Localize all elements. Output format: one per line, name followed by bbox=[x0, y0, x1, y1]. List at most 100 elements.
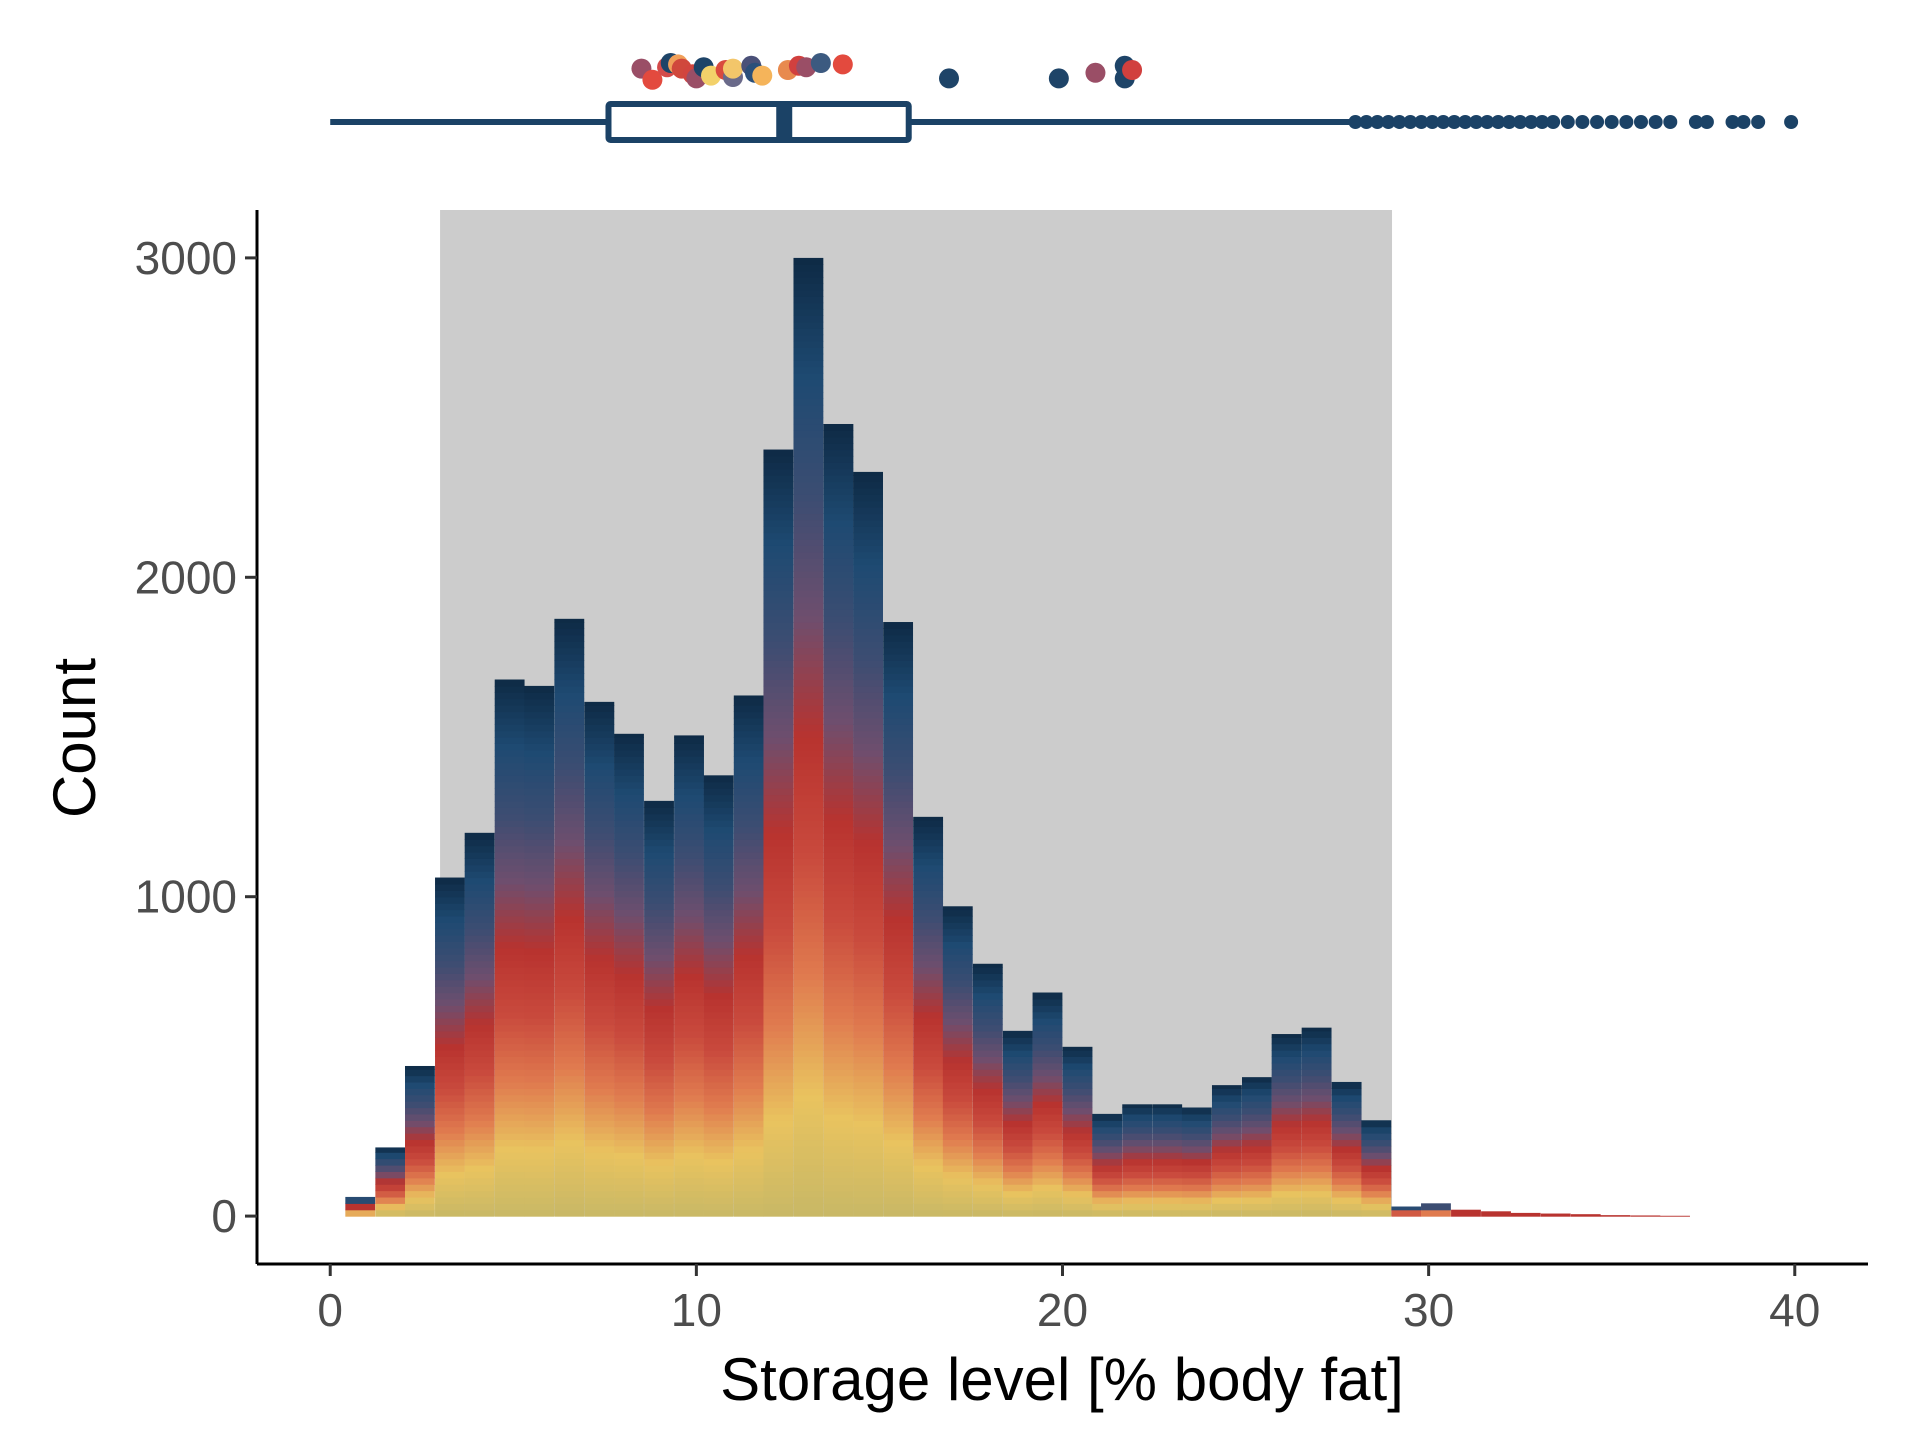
bar-segment bbox=[1002, 1145, 1033, 1153]
bar-segment bbox=[494, 781, 525, 789]
bar-segment bbox=[793, 500, 824, 508]
bar-segment bbox=[733, 992, 764, 1000]
bar-segment bbox=[644, 1133, 674, 1141]
bar-segment bbox=[405, 1190, 435, 1198]
bar-segment bbox=[375, 1177, 406, 1185]
bar-segment bbox=[793, 705, 824, 713]
bar-segment bbox=[823, 430, 854, 438]
bar-segment bbox=[703, 813, 734, 821]
bar-segment bbox=[554, 1024, 585, 1032]
bar-segment bbox=[823, 896, 854, 904]
bar-segment bbox=[883, 673, 914, 681]
bar-segment bbox=[703, 1113, 734, 1121]
histogram-bars bbox=[345, 257, 1690, 1217]
bar-segment bbox=[1241, 1209, 1272, 1217]
bar-segment bbox=[584, 1190, 615, 1198]
bar-segment bbox=[1241, 1171, 1272, 1179]
bar-segment bbox=[524, 890, 555, 898]
mean-point bbox=[642, 69, 663, 90]
bar-segment bbox=[1062, 1209, 1093, 1217]
bar-segment bbox=[883, 698, 914, 706]
bar-segment bbox=[435, 966, 465, 974]
bar-segment bbox=[793, 462, 824, 470]
bar-segment bbox=[823, 468, 854, 476]
bar-segment bbox=[942, 1107, 973, 1115]
bar-segment bbox=[644, 1088, 674, 1096]
bar-segment bbox=[435, 1190, 465, 1198]
box-outlier bbox=[1725, 115, 1740, 129]
bar-segment bbox=[883, 1030, 914, 1038]
bar-segment bbox=[464, 877, 495, 885]
bar-segment bbox=[823, 475, 854, 483]
bar-segment bbox=[1002, 1133, 1033, 1141]
bar-segment bbox=[823, 551, 854, 559]
bar-segment bbox=[644, 979, 674, 987]
bar-segment bbox=[883, 730, 914, 738]
bar-segment bbox=[793, 800, 824, 808]
bar-segment bbox=[345, 1209, 376, 1217]
bar-segment bbox=[733, 1133, 764, 1141]
bar-segment bbox=[644, 1024, 674, 1032]
bar-segment bbox=[435, 1139, 465, 1147]
bar-segment bbox=[524, 928, 555, 936]
histogram-bar bbox=[1600, 1215, 1631, 1217]
bar-segment bbox=[823, 928, 854, 936]
bar-segment bbox=[883, 1152, 914, 1160]
bar-segment bbox=[793, 1030, 824, 1038]
bar-segment bbox=[972, 1094, 1003, 1102]
bar-segment bbox=[1331, 1164, 1362, 1172]
bar-segment bbox=[1241, 1203, 1272, 1211]
bar-segment bbox=[405, 1139, 435, 1147]
bar-segment bbox=[823, 1018, 854, 1026]
bar-segment bbox=[1331, 1094, 1362, 1102]
bar-segment bbox=[763, 992, 794, 1000]
bar-segment bbox=[733, 1101, 764, 1109]
bar-segment bbox=[793, 417, 824, 425]
bar-segment bbox=[524, 730, 555, 738]
mean-point bbox=[832, 54, 853, 75]
bar-segment bbox=[405, 1081, 435, 1089]
bar-segment bbox=[494, 864, 525, 872]
bar-segment bbox=[733, 1145, 764, 1153]
bar-segment bbox=[1062, 1081, 1093, 1089]
bar-segment bbox=[614, 960, 644, 968]
bar-segment bbox=[793, 653, 824, 661]
bar-segment bbox=[703, 979, 734, 987]
bar-segment bbox=[1002, 1171, 1033, 1179]
bar-segment bbox=[853, 1139, 884, 1147]
bar-segment bbox=[883, 915, 914, 923]
bar-segment bbox=[435, 960, 465, 968]
bar-segment bbox=[823, 813, 854, 821]
bar-segment bbox=[644, 935, 674, 943]
bar-segment bbox=[464, 1056, 495, 1064]
bar-segment bbox=[913, 903, 944, 911]
bar-segment bbox=[554, 1094, 585, 1102]
bar-segment bbox=[763, 947, 794, 955]
histogram-bar bbox=[1361, 1120, 1392, 1217]
bar-segment bbox=[733, 1120, 764, 1128]
bar-segment bbox=[1540, 1213, 1571, 1217]
box-outlier bbox=[1663, 115, 1678, 129]
bar-segment bbox=[524, 1011, 555, 1019]
bar-segment bbox=[554, 788, 585, 796]
bar-segment bbox=[763, 839, 794, 847]
bar-segment bbox=[942, 992, 973, 1000]
bar-segment bbox=[913, 1030, 944, 1038]
bar-segment bbox=[823, 992, 854, 1000]
bar-segment bbox=[464, 1005, 495, 1013]
bar-segment bbox=[1211, 1120, 1242, 1128]
bar-segment bbox=[614, 781, 644, 789]
bar-segment bbox=[524, 883, 555, 891]
bar-segment bbox=[942, 1164, 973, 1172]
bar-segment bbox=[1062, 1094, 1093, 1102]
bar-segment bbox=[644, 1101, 674, 1109]
bar-segment bbox=[584, 1024, 615, 1032]
bar-segment bbox=[823, 570, 854, 578]
bar-segment bbox=[793, 743, 824, 751]
bar-segment bbox=[942, 922, 973, 930]
bar-segment bbox=[853, 820, 884, 828]
bar-segment bbox=[883, 768, 914, 776]
bar-segment bbox=[793, 622, 824, 630]
bar-segment bbox=[733, 1018, 764, 1026]
bar-segment bbox=[1062, 1133, 1093, 1141]
